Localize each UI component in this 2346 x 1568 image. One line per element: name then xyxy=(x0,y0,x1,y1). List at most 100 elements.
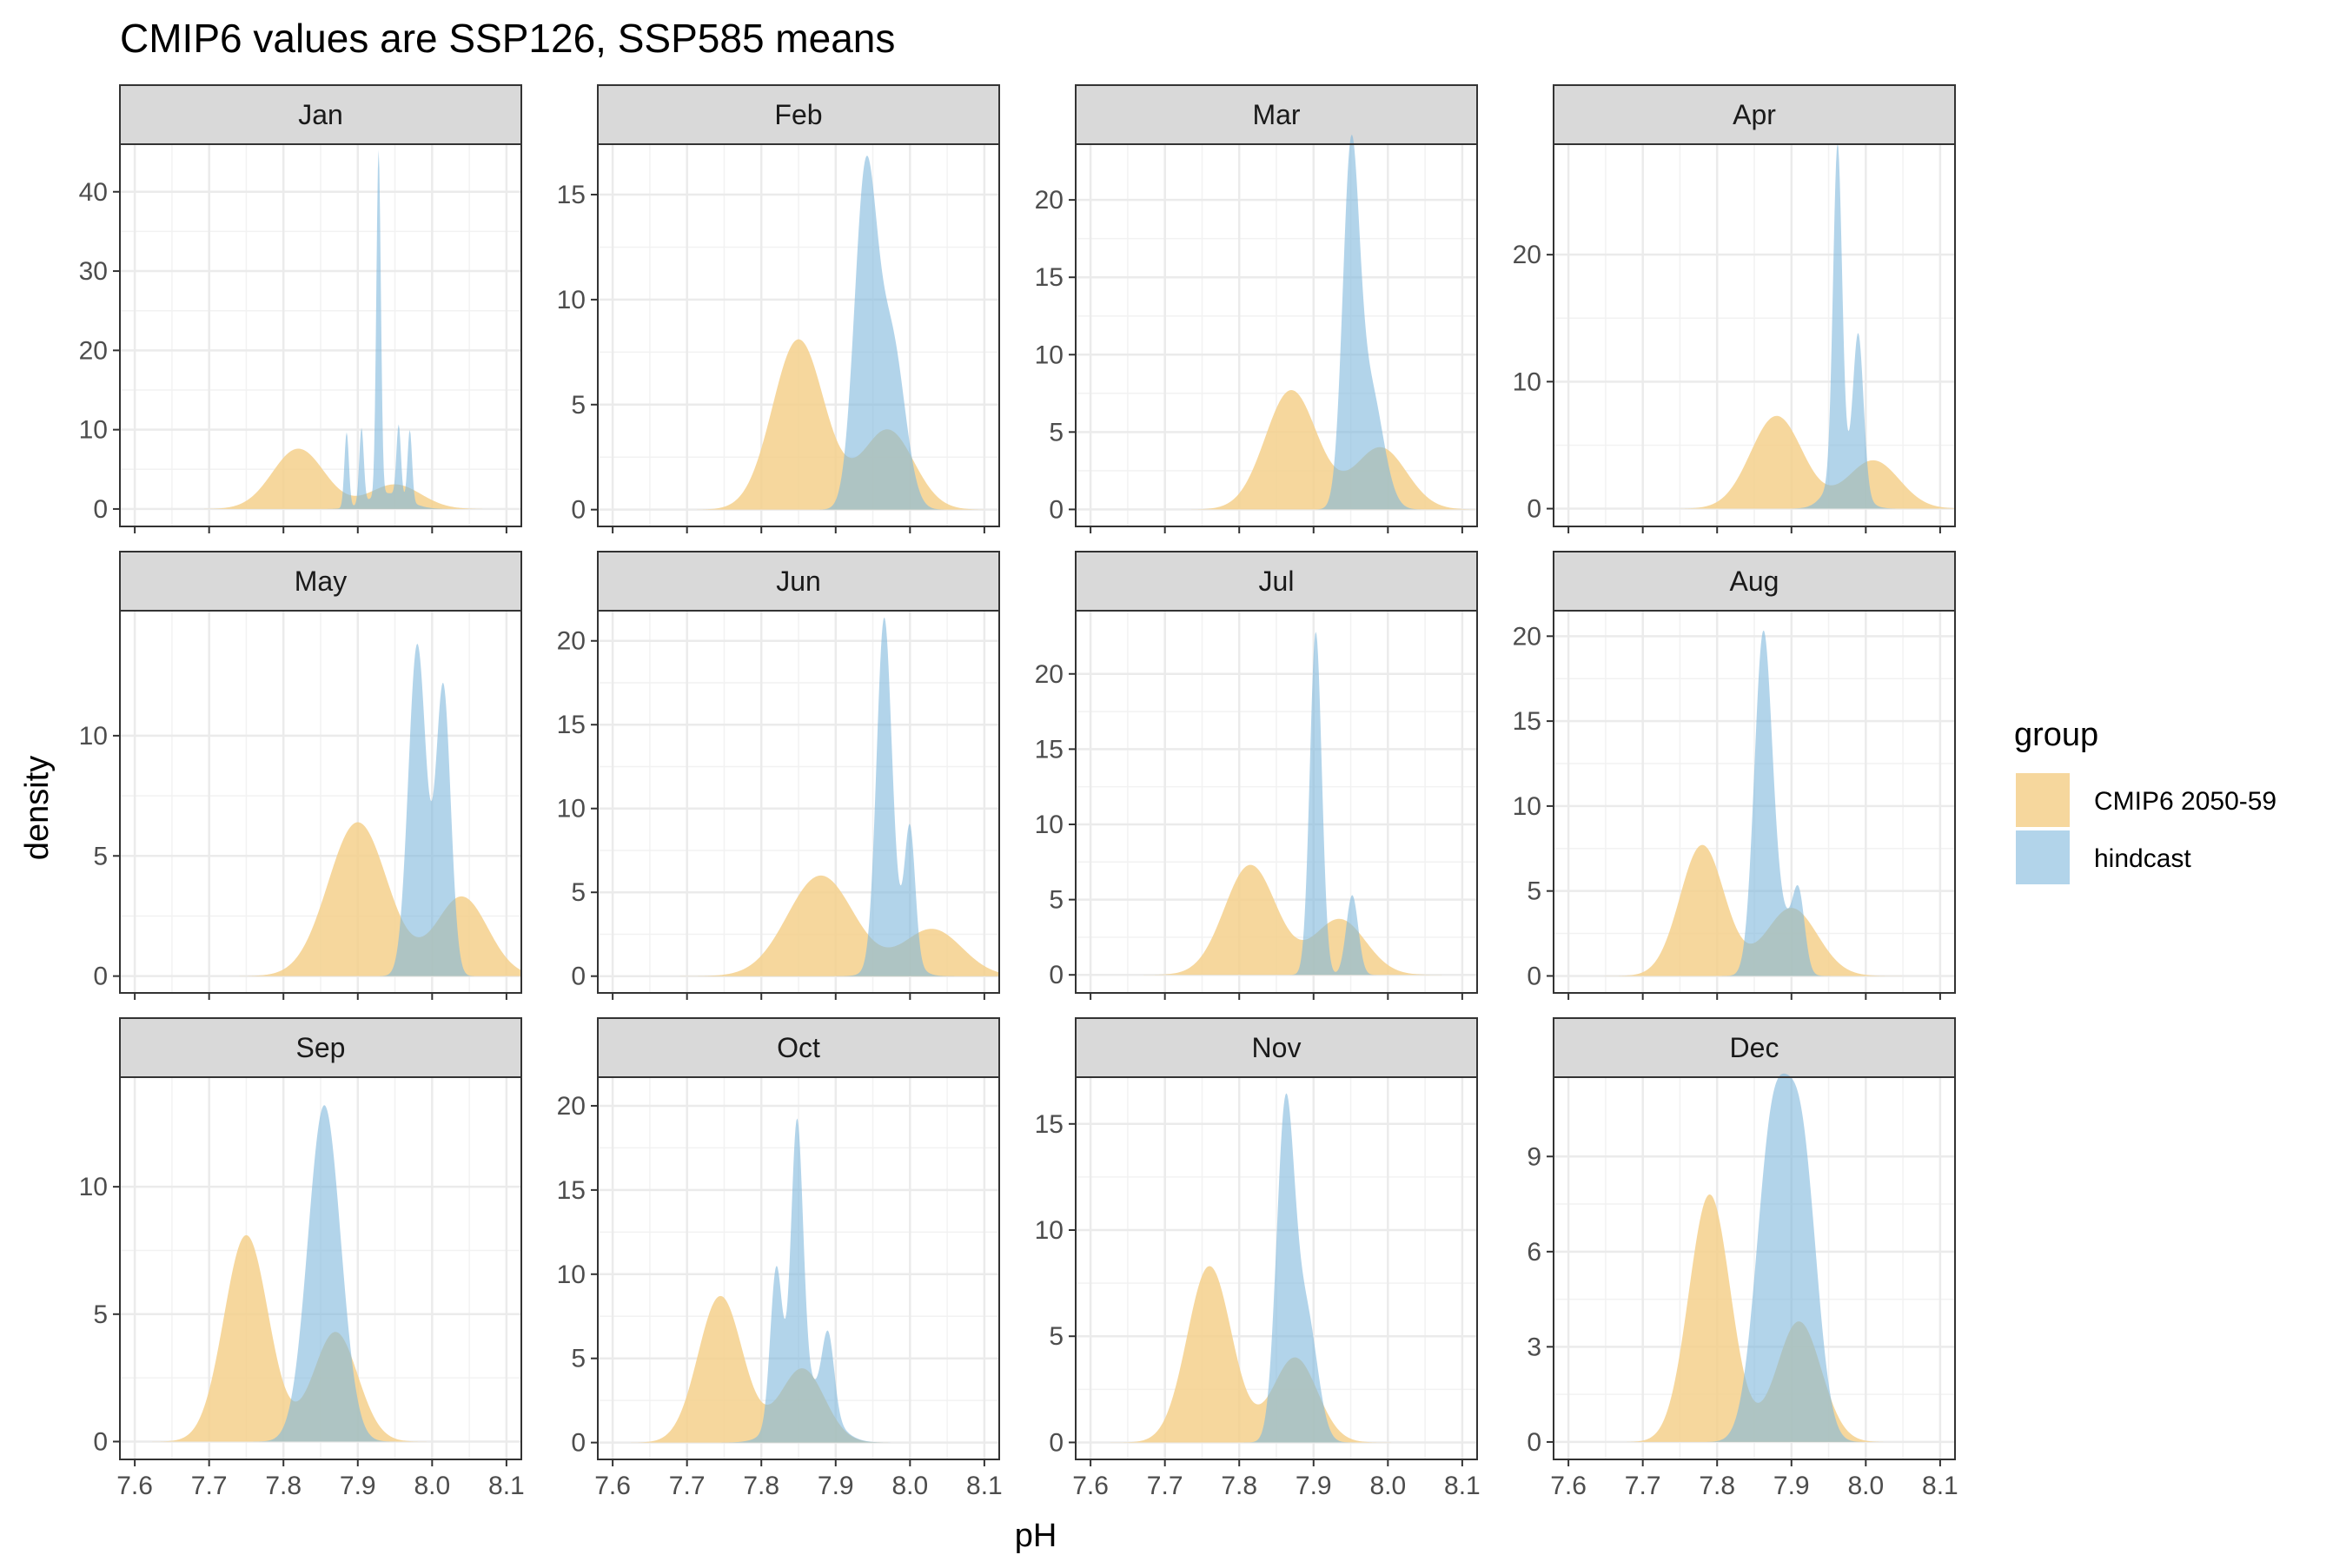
facet-strip xyxy=(597,84,1000,145)
facet-strip-label: Feb xyxy=(774,99,822,130)
y-tick-label: 15 xyxy=(1035,263,1064,292)
x-tick-label: 7.9 xyxy=(340,1472,376,1500)
y-tick-label: 0 xyxy=(93,1427,108,1456)
legend-title: group xyxy=(2014,717,2098,753)
density-area-hindcast xyxy=(1076,1093,1477,1443)
legend-entry: hindcast xyxy=(2014,829,2191,886)
x-tick-label: 7.8 xyxy=(743,1472,779,1500)
panel-border xyxy=(597,610,1000,994)
y-tick-label: 0 xyxy=(93,963,108,991)
x-tick-label: 7.8 xyxy=(265,1472,302,1500)
facet-dec: Dec 0 3 6 9 7.6 7.7 7.8 7.9 8.0 8.1 xyxy=(1527,1017,1958,1500)
y-tick-label: 5 xyxy=(1049,886,1064,915)
facet-jun: Jun 0 5 10 15 20 xyxy=(557,551,1000,1000)
panel-border xyxy=(1075,143,1478,527)
x-tick-label: 8.1 xyxy=(488,1472,525,1500)
x-tick-label: 7.6 xyxy=(1072,1472,1109,1500)
density-area-hindcast xyxy=(1076,135,1477,510)
y-tick-label: 0 xyxy=(1049,1428,1064,1457)
y-tick-label: 10 xyxy=(1035,341,1064,369)
y-tick-label: 10 xyxy=(1035,1216,1064,1245)
legend-entries: CMIP6 2050-59 hindcast xyxy=(2014,771,2276,886)
y-tick-label: 10 xyxy=(557,1260,586,1289)
facet-strip-label: Mar xyxy=(1252,99,1300,130)
facet-strip xyxy=(1075,1017,1478,1078)
x-tick-label: 7.8 xyxy=(1699,1472,1735,1500)
y-tick-label: 15 xyxy=(1035,735,1064,764)
y-tick-label: 10 xyxy=(79,416,108,445)
x-axis-title: pH xyxy=(1015,1518,1057,1554)
panel-border xyxy=(119,610,522,994)
y-tick-label: 10 xyxy=(557,795,586,824)
panel-border xyxy=(1553,610,1956,994)
y-tick-label: 10 xyxy=(1513,792,1541,821)
y-tick-label: 0 xyxy=(1527,495,1541,524)
facet-panels: Jan010203040Feb051015Mar05101520Apr01020… xyxy=(79,84,1958,1500)
x-tick-label: 7.7 xyxy=(669,1472,706,1500)
facet-nov: Nov 0 5 10 15 7.6 7.7 7.8 7.9 8.0 8.1 xyxy=(1035,1017,1481,1500)
x-tick-label: 8.1 xyxy=(1922,1472,1958,1500)
panel-border xyxy=(1075,1076,1478,1460)
legend-entry: CMIP6 2050-59 xyxy=(2014,771,2276,829)
x-tick-label: 7.7 xyxy=(191,1472,228,1500)
facet-strip xyxy=(119,551,522,612)
density-area-cmip6 xyxy=(1076,1266,1477,1443)
x-tick-label: 7.6 xyxy=(594,1472,631,1500)
density-area-hindcast xyxy=(1554,1073,1955,1442)
y-tick-label: 5 xyxy=(1049,1322,1064,1351)
y-tick-label: 0 xyxy=(571,496,586,525)
y-tick-label: 5 xyxy=(1527,877,1541,906)
y-tick-label: 10 xyxy=(79,1173,108,1201)
y-tick-label: 10 xyxy=(557,286,586,314)
y-tick-label: 5 xyxy=(1049,418,1064,447)
y-tick-label: 0 xyxy=(1527,1428,1541,1457)
y-tick-label: 0 xyxy=(1527,962,1541,990)
facet-strip-label: Dec xyxy=(1730,1032,1779,1063)
facet-strip-label: Oct xyxy=(777,1032,820,1063)
facet-strip xyxy=(119,84,522,145)
facet-strip xyxy=(119,1017,522,1078)
density-area-hindcast xyxy=(120,1105,521,1442)
y-tick-label: 20 xyxy=(1513,622,1541,651)
facet-may: May 0 5 10 xyxy=(79,551,522,1000)
x-tick-label: 7.8 xyxy=(1221,1472,1257,1500)
facet-apr: Apr 0 10 20 xyxy=(1513,84,1956,533)
density-area-cmip6 xyxy=(120,448,521,509)
x-tick-label: 8.0 xyxy=(891,1472,928,1500)
y-tick-label: 20 xyxy=(1035,660,1064,689)
panel-border xyxy=(119,1076,522,1460)
y-tick-label: 0 xyxy=(93,495,108,524)
x-tick-label: 7.7 xyxy=(1147,1472,1183,1500)
x-tick-label: 7.6 xyxy=(1550,1472,1587,1500)
density-area-hindcast xyxy=(598,155,999,510)
panel-border xyxy=(1553,143,1956,527)
facet-strip-label: Apr xyxy=(1733,99,1776,130)
x-tick-label: 8.0 xyxy=(414,1472,450,1500)
chart-title: CMIP6 values are SSP126, SSP585 means xyxy=(120,16,895,61)
y-tick-label: 15 xyxy=(557,181,586,209)
facet-aug: Aug 0 5 10 15 20 xyxy=(1513,551,1956,1000)
x-tick-label: 7.9 xyxy=(818,1472,854,1500)
y-tick-label: 5 xyxy=(571,1345,586,1373)
facet-jul: Jul 0 5 10 15 20 xyxy=(1035,551,1478,1000)
y-tick-label: 40 xyxy=(79,178,108,207)
y-tick-label: 20 xyxy=(1513,241,1541,269)
panel-border xyxy=(1553,1076,1956,1460)
x-tick-label: 8.1 xyxy=(966,1472,1003,1500)
facet-strip-label: Aug xyxy=(1730,566,1779,597)
facet-strip-label: Sep xyxy=(296,1032,346,1063)
y-tick-label: 10 xyxy=(1035,810,1064,839)
y-tick-label: 20 xyxy=(557,1092,586,1121)
y-tick-label: 5 xyxy=(571,391,586,420)
x-tick-label: 8.0 xyxy=(1847,1472,1884,1500)
facet-feb: Feb 0 5 10 15 xyxy=(557,84,1000,533)
legend-label: hindcast xyxy=(2094,844,2191,873)
density-area-hindcast xyxy=(120,644,521,976)
panel-border xyxy=(1075,610,1478,994)
y-tick-label: 5 xyxy=(93,1300,108,1329)
y-tick-label: 15 xyxy=(1035,1110,1064,1139)
y-tick-label: 15 xyxy=(557,1176,586,1205)
x-tick-label: 8.0 xyxy=(1369,1472,1406,1500)
